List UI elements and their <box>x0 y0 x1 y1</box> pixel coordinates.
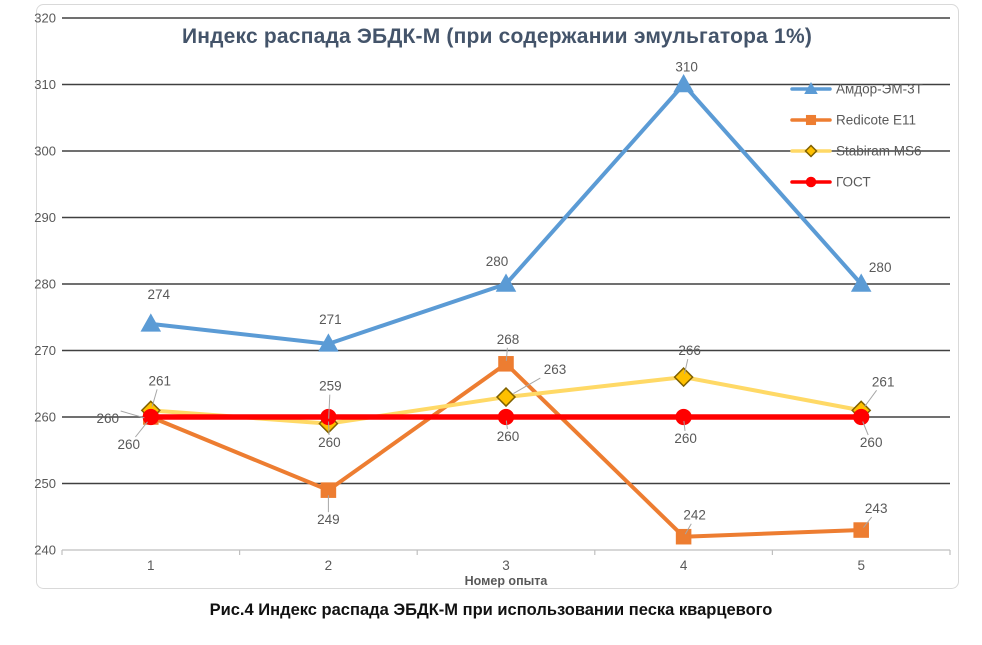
square-marker-icon <box>320 482 337 498</box>
legend-item: Амдор-ЭМ-3Т <box>790 81 923 97</box>
data-label: 268 <box>497 332 520 347</box>
data-label: 260 <box>318 435 341 450</box>
data-label: 280 <box>869 260 892 275</box>
data-label: 260 <box>118 437 141 452</box>
diamond-marker-icon <box>673 367 694 388</box>
triangle-marker-icon <box>495 273 517 292</box>
leader-line <box>863 516 873 528</box>
x-axis-title: Номер опыта <box>465 574 549 588</box>
data-label: 260 <box>674 431 697 446</box>
leader-line <box>864 390 878 408</box>
data-label: 242 <box>683 508 706 523</box>
leader-line <box>120 410 145 419</box>
x-tick-label: 1 <box>147 558 155 573</box>
data-label: 260 <box>860 435 883 450</box>
data-label: 261 <box>872 374 895 389</box>
data-label: 271 <box>319 312 342 327</box>
leader-line <box>135 421 148 438</box>
y-tick-label: 240 <box>34 543 56 558</box>
diamond-marker-icon <box>495 386 517 408</box>
y-tick-label: 320 <box>34 11 56 26</box>
leader-line <box>151 389 158 407</box>
figure-caption: Рис.4 Индекс распада ЭБДК-М при использо… <box>209 601 773 619</box>
data-label: 260 <box>97 411 120 426</box>
triangle-marker-icon <box>804 81 818 95</box>
legend-item: Redicote E11 <box>790 113 916 128</box>
x-axis-labels: 1 2 3 4 5 <box>147 558 865 573</box>
circle-marker-icon <box>675 408 692 426</box>
data-labels: 274 271 280 310 280 260 249 268 242 243 261 259 263 2… <box>97 60 895 528</box>
y-tick-label: 310 <box>34 77 56 92</box>
legend-label: ГОСТ <box>836 175 871 190</box>
leader-line <box>683 420 686 432</box>
triangle-marker-icon <box>673 73 694 93</box>
data-label: 263 <box>544 362 567 377</box>
x-tick-label: 3 <box>502 558 510 573</box>
y-tick-label: 250 <box>34 476 56 491</box>
square-marker-icon <box>805 114 817 126</box>
legend: Амдор-ЭМ-3Т Redicote E11 Stabiram MS6 ГОСТ <box>790 81 923 190</box>
x-tick-label: 4 <box>680 558 688 573</box>
data-label: 266 <box>678 343 701 358</box>
leader-line <box>684 523 692 535</box>
series-Амдор-ЭМ-3Т <box>140 73 872 352</box>
data-label: 280 <box>486 254 509 269</box>
circle-marker-icon <box>142 408 159 426</box>
leader-line <box>513 377 541 395</box>
circle-marker-icon <box>853 408 870 426</box>
chart-border <box>36 4 959 589</box>
data-label: 261 <box>149 373 172 388</box>
leader-line <box>505 347 508 361</box>
label-leader-lines <box>120 347 878 535</box>
leader-line <box>862 421 869 436</box>
y-tick-label: 260 <box>34 410 56 425</box>
square-marker-icon <box>498 356 514 372</box>
legend-item: Stabiram MS6 <box>790 144 922 159</box>
leader-line <box>328 421 330 436</box>
legend-label: Stabiram MS6 <box>836 144 922 159</box>
circle-marker-icon <box>497 408 515 426</box>
y-tick-label: 280 <box>34 277 56 292</box>
data-label: 310 <box>675 60 698 75</box>
triangle-marker-icon <box>850 273 872 292</box>
x-tick-label: 5 <box>857 558 865 573</box>
data-label: 259 <box>319 379 342 394</box>
x-tick-label: 2 <box>325 558 333 573</box>
diamond-marker-icon <box>804 144 818 158</box>
y-tick-label: 300 <box>34 144 56 159</box>
y-axis-labels: 240 250 260 270 280 290 300 310 320 <box>34 11 56 558</box>
y-tick-label: 290 <box>34 210 56 225</box>
data-label: 243 <box>865 501 888 516</box>
x-axis-ticks <box>61 550 951 555</box>
leader-line <box>684 358 689 374</box>
series-ГОСТ <box>142 408 870 426</box>
legend-label: Амдор-ЭМ-3Т <box>836 82 923 97</box>
circle-marker-icon <box>805 176 817 188</box>
data-label: 260 <box>497 429 520 444</box>
data-label: 249 <box>317 512 340 527</box>
triangle-marker-icon <box>140 313 162 332</box>
triangle-marker-icon <box>318 333 339 352</box>
legend-item: ГОСТ <box>790 175 871 190</box>
data-label: 274 <box>148 287 171 302</box>
square-marker-icon <box>853 522 869 538</box>
y-tick-label: 270 <box>34 343 56 358</box>
legend-label: Redicote E11 <box>836 113 916 128</box>
leader-line <box>505 420 508 430</box>
chart-canvas: 240 250 260 270 280 290 300 310 320 1 2 3 4 5 Номер оп… <box>34 4 959 589</box>
leader-line <box>328 394 331 419</box>
square-marker-icon <box>675 528 692 545</box>
